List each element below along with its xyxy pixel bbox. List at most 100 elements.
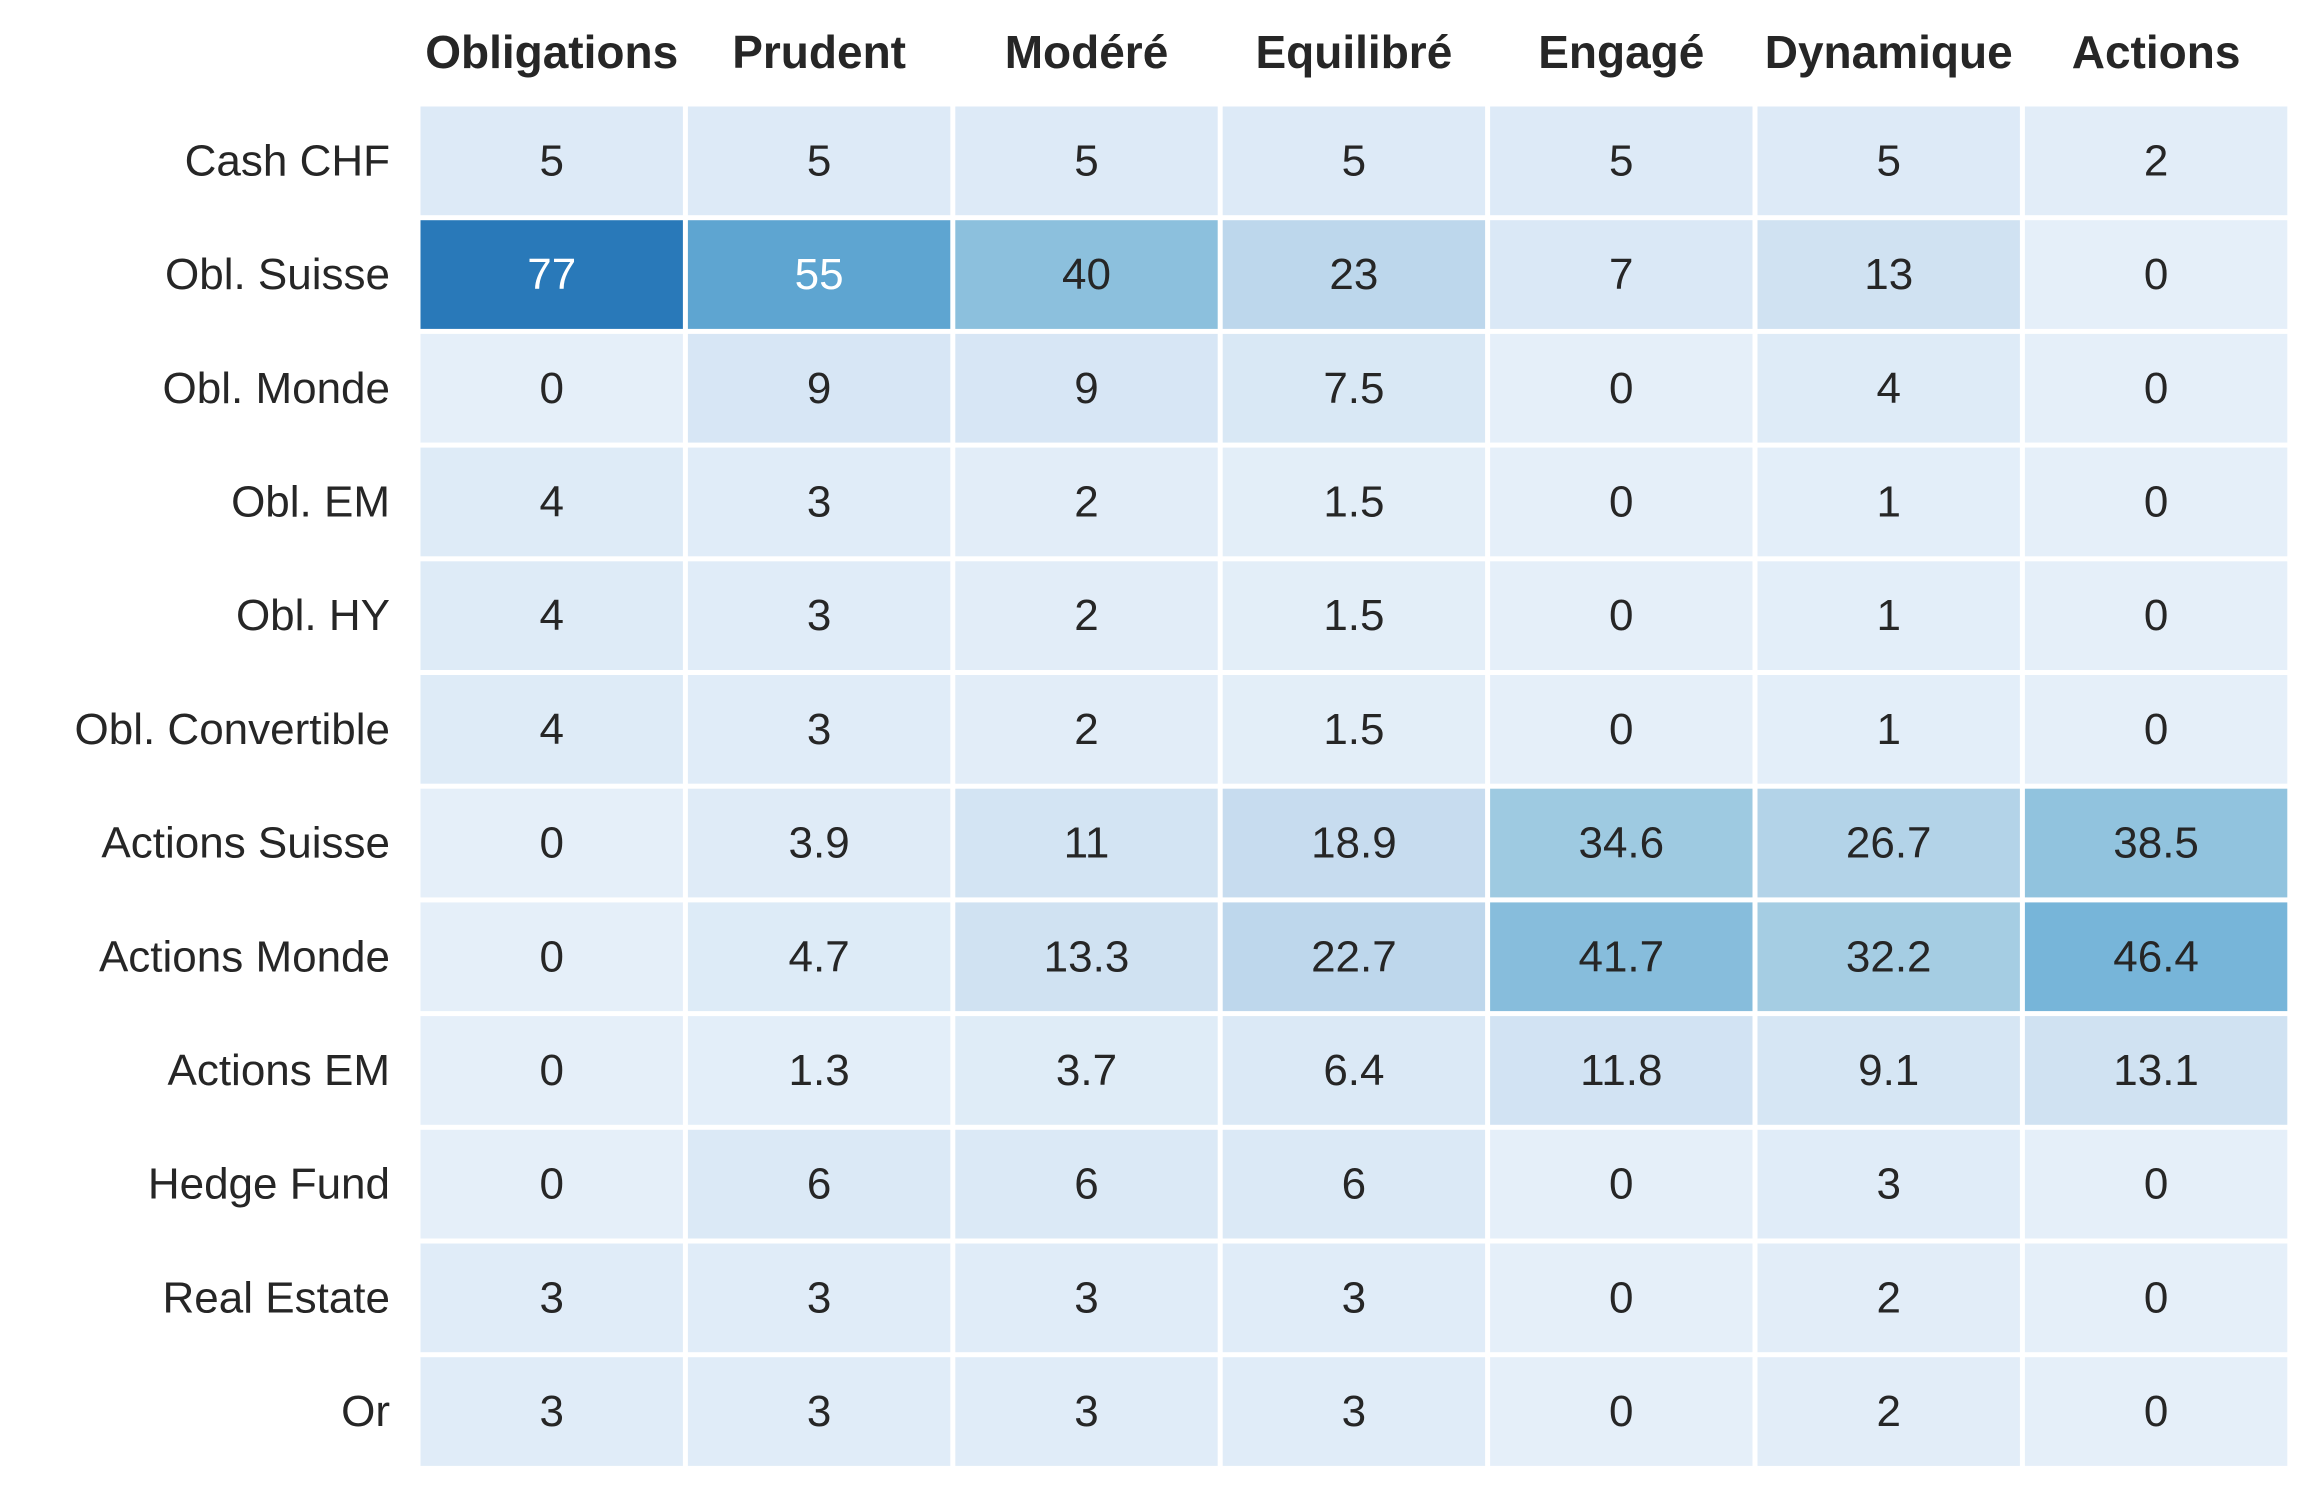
cell-value-label: 3	[539, 1387, 563, 1436]
heatmap-cell-cash-chf-modere	[955, 106, 1218, 216]
heatmap-cell-obl-suisse-actions	[2024, 220, 2288, 329]
heatmap-cell-actions-suisse-modere	[955, 788, 1218, 898]
row-label-cash-chf: Cash CHF	[185, 136, 390, 185]
heatmap-cell-cash-chf-prudent	[687, 106, 951, 216]
row-label-actions-em: Actions EM	[167, 1046, 390, 1095]
heatmap-cell-obl-convertible-modere	[955, 675, 1218, 784]
heatmap-cell-hedge-fund-obligations	[420, 1129, 683, 1239]
heatmap-cell-actions-suisse-prudent	[687, 788, 951, 898]
row-label-actions-suisse: Actions Suisse	[101, 819, 390, 868]
cell-value-label: 1.5	[1323, 591, 1384, 640]
cell-value-label: 6	[1074, 1160, 1098, 1209]
heatmap-cell-obl-convertible-obligations	[420, 675, 683, 784]
column-label-engage: Engagé	[1538, 26, 1704, 78]
row-label-or: Or	[341, 1387, 390, 1436]
heatmap-cell-obl-monde-engage	[1490, 333, 1753, 443]
heatmap-cell-obl-monde-obligations	[420, 333, 683, 443]
cell-value-label: 3	[539, 1273, 563, 1322]
heatmap-cell-actions-monde-obligations	[420, 902, 683, 1012]
column-label-dynamique: Dynamique	[1765, 26, 2013, 78]
heatmap-cell-obl-suisse-modere	[955, 220, 1218, 329]
cell-value-label: 2	[2144, 136, 2168, 185]
heatmap-cell-or-actions	[2024, 1357, 2288, 1466]
cell-value-label: 3	[807, 477, 831, 526]
heatmap-cell-hedge-fund-engage	[1490, 1129, 1753, 1239]
cell-value-label: 2	[1074, 591, 1098, 640]
heatmap-cell-actions-monde-dynamique	[1757, 902, 2020, 1012]
heatmap-cell-or-dynamique	[1757, 1357, 2020, 1466]
heatmap-cell-real-estate-actions	[2024, 1243, 2288, 1353]
cell-value-label: 1	[1876, 705, 1900, 754]
row-label-real-estate: Real Estate	[163, 1273, 390, 1322]
heatmap-cell-hedge-fund-prudent	[687, 1129, 951, 1239]
heatmap-cell-obl-suisse-obligations	[420, 220, 683, 329]
row-label-obl-convertible: Obl. Convertible	[75, 705, 390, 754]
cell-value-label: 13.1	[2113, 1046, 2199, 1095]
heatmap-cell-obl-suisse-equilibre	[1222, 220, 1486, 329]
cell-value-label: 3	[1876, 1160, 1900, 1209]
cell-value-label: 2	[1074, 477, 1098, 526]
heatmap-cell-real-estate-dynamique	[1757, 1243, 2020, 1353]
heatmap-cell-obl-suisse-engage	[1490, 220, 1753, 329]
heatmap-cell-obl-monde-dynamique	[1757, 333, 2020, 443]
cell-value-label: 5	[1074, 136, 1098, 185]
cell-value-label: 40	[1062, 250, 1111, 299]
cell-value-label: 4	[539, 477, 563, 526]
heatmap-cell-actions-suisse-engage	[1490, 788, 1753, 898]
heatmap-cell-cash-chf-actions	[2024, 106, 2288, 216]
cell-value-label: 0	[1609, 705, 1633, 754]
cell-value-label: 11	[1064, 819, 1110, 868]
heatmap-cell-actions-monde-prudent	[687, 902, 951, 1012]
heatmap-cell-obl-suisse-prudent	[687, 220, 951, 329]
heatmap-cell-actions-suisse-equilibre	[1222, 788, 1486, 898]
heatmap-cell-obl-hy-dynamique	[1757, 561, 2020, 670]
cell-value-label: 11.8	[1580, 1046, 1662, 1095]
heatmap-cell-cash-chf-obligations	[420, 106, 683, 216]
row-label-hedge-fund: Hedge Fund	[148, 1160, 390, 1209]
heatmap-cell-obl-em-dynamique	[1757, 447, 2020, 557]
heatmap-cell-or-equilibre	[1222, 1357, 1486, 1466]
heatmap-cell-obl-em-engage	[1490, 447, 1753, 557]
heatmap-cell-actions-em-prudent	[687, 1016, 951, 1125]
heatmap-cell-hedge-fund-equilibre	[1222, 1129, 1486, 1239]
cell-value-label: 3.9	[789, 819, 850, 868]
heatmap-cell-actions-suisse-dynamique	[1757, 788, 2020, 898]
cell-value-label: 5	[807, 136, 831, 185]
cell-value-label: 4	[539, 591, 563, 640]
cell-value-label: 4	[539, 705, 563, 754]
cell-value-label: 3	[807, 1387, 831, 1436]
cell-value-label: 22.7	[1311, 932, 1397, 981]
heatmap-cell-obl-em-obligations	[420, 447, 683, 557]
heatmap-cell-actions-em-equilibre	[1222, 1016, 1486, 1125]
cell-value-label: 0	[539, 1160, 563, 1209]
cell-value-label: 13	[1864, 250, 1913, 299]
cell-value-label: 5	[1342, 136, 1366, 185]
heatmap-cell-obl-monde-actions	[2024, 333, 2288, 443]
heatmap-cell-obl-convertible-actions	[2024, 675, 2288, 784]
heatmap-cell-obl-hy-modere	[955, 561, 1218, 670]
cell-value-label: 0	[2144, 1160, 2168, 1209]
heatmap-cell-obl-hy-engage	[1490, 561, 1753, 670]
column-label-obligations: Obligations	[425, 26, 678, 78]
heatmap-cell-obl-monde-prudent	[687, 333, 951, 443]
cell-value-label: 1	[1876, 477, 1900, 526]
cell-value-label: 0	[1609, 1273, 1633, 1322]
heatmap-cell-obl-hy-obligations	[420, 561, 683, 670]
cell-value-label: 5	[539, 136, 563, 185]
cell-value-label: 0	[2144, 364, 2168, 413]
heatmap-cell-real-estate-prudent	[687, 1243, 951, 1353]
heatmap-cell-obl-suisse-dynamique	[1757, 220, 2020, 329]
cell-value-label: 3	[1342, 1387, 1366, 1436]
heatmap-cell-real-estate-engage	[1490, 1243, 1753, 1353]
heatmap-cell-cash-chf-dynamique	[1757, 106, 2020, 216]
cell-value-label: 3	[1074, 1273, 1098, 1322]
cell-value-label: 3.7	[1056, 1046, 1117, 1095]
row-label-obl-em: Obl. EM	[231, 477, 390, 526]
heatmap-cell-obl-monde-modere	[955, 333, 1218, 443]
heatmap-cell-actions-em-actions	[2024, 1016, 2288, 1125]
cell-value-label: 38.5	[2113, 819, 2199, 868]
column-label-prudent: Prudent	[732, 26, 906, 78]
cell-value-label: 1.5	[1323, 705, 1384, 754]
cell-value-label: 3	[807, 1273, 831, 1322]
